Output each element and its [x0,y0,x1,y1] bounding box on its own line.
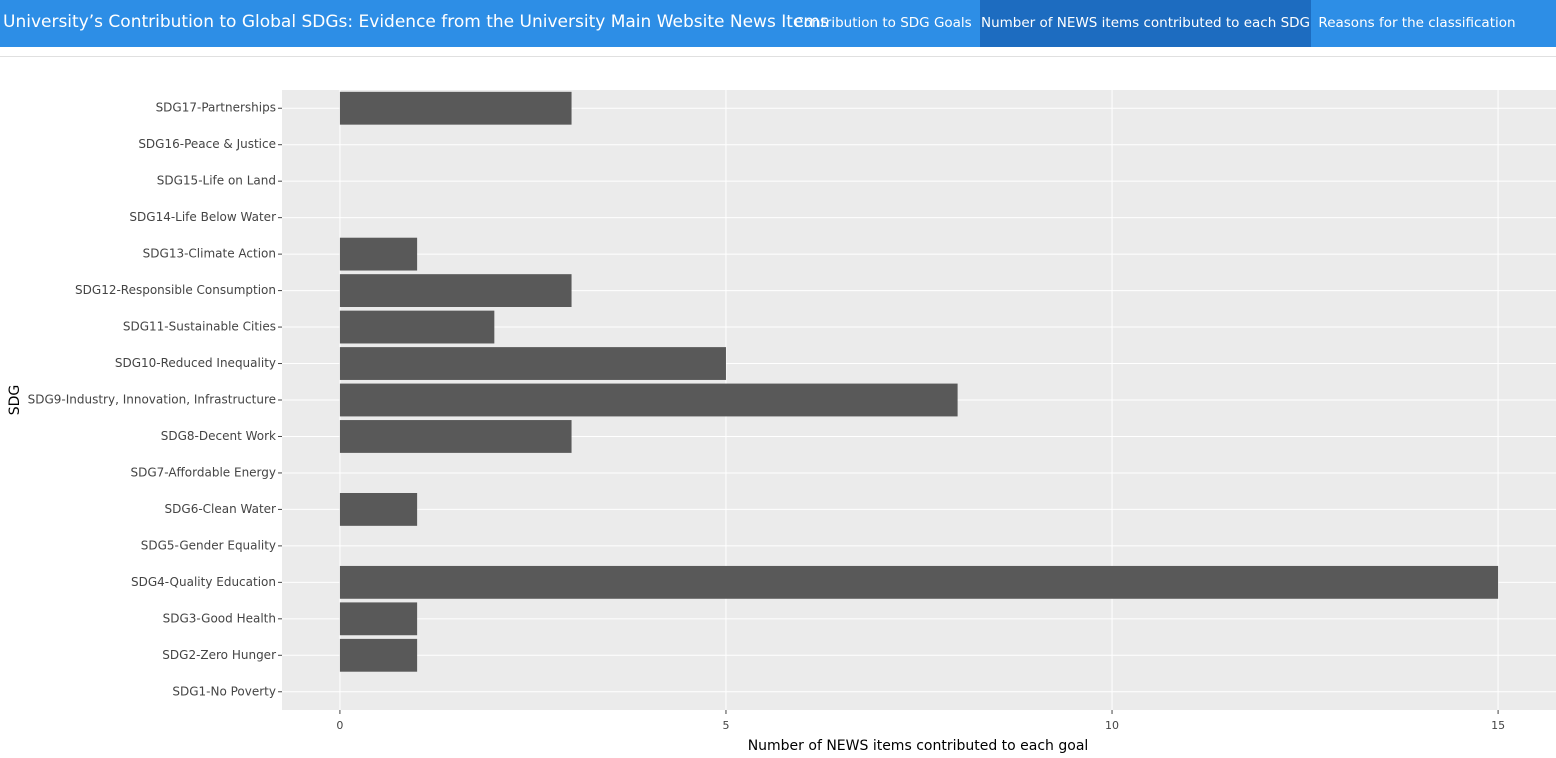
bar [339,602,418,636]
y-tick-label: SDG11-Sustainable Cities [123,320,276,334]
separator [0,56,1556,57]
bar [339,91,572,125]
y-tick-label: SDG8-Decent Work [161,429,276,443]
y-tick-label: SDG17-Partnerships [156,101,276,115]
x-tick-label: 0 [336,719,343,732]
app-title: University’s Contribution to Global SDGs… [3,12,829,32]
tab[interactable]: Reasons for the classification [1318,15,1516,31]
y-tick-label: SDG7-Affordable Energy [130,465,276,479]
tab[interactable]: Contribution to SDG Goals [794,15,972,31]
bar [339,310,495,344]
y-tick-label: SDG15-Life on Land [157,174,276,188]
y-tick-label: SDG6-Clean Water [165,502,277,516]
bar [339,347,726,380]
y-tick-label: SDG1-No Poverty [172,684,276,698]
y-tick-label: SDG9-Industry, Innovation, Infrastructur… [28,393,276,407]
y-axis-title: SDG [7,385,23,416]
y-tick-label: SDG16-Peace & Justice [138,137,276,151]
bar [339,420,572,453]
x-tick-label: 5 [722,719,729,732]
bar [339,493,418,526]
x-tick-label: 15 [1491,719,1505,732]
y-tick-label: SDG4-Quality Education [131,575,276,589]
x-axis-title: Number of NEWS items contributed to each… [748,738,1089,754]
navbar: University’s Contribution to Global SDGs… [0,0,1556,47]
bar [339,638,418,672]
bar [339,274,572,307]
x-tick-label: 10 [1105,719,1119,732]
bar [339,237,418,271]
y-tick-label: SDG5-Gender Equality [141,538,276,552]
y-tick-label: SDG13-Climate Action [143,247,276,261]
bar [339,383,958,417]
bar [339,565,1499,599]
y-tick-label: SDG14-Life Below Water [129,210,276,224]
tab-active[interactable]: Number of NEWS items contributed to each… [980,0,1311,47]
y-tick-label: SDG2-Zero Hunger [162,648,276,662]
y-tick-label: SDG10-Reduced Inequality [115,356,276,370]
y-tick-label: SDG3-Good Health [163,611,276,625]
y-tick-label: SDG12-Responsible Consumption [75,283,276,297]
